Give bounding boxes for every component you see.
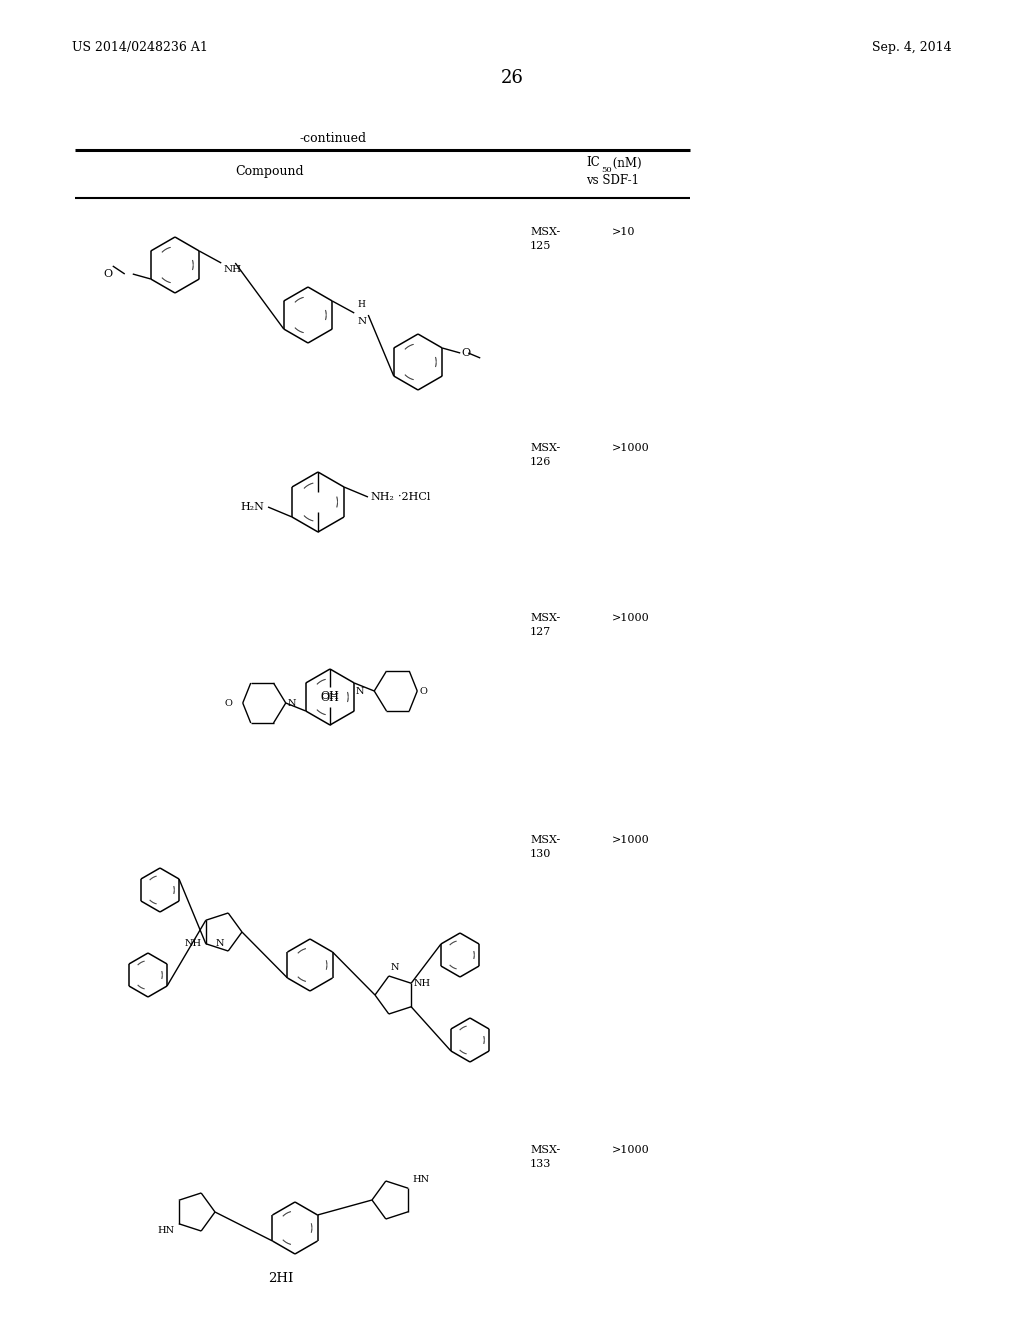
Text: O: O: [103, 269, 113, 279]
Text: US 2014/0248236 A1: US 2014/0248236 A1: [72, 41, 208, 54]
Text: >1000: >1000: [612, 612, 650, 623]
Text: N: N: [391, 964, 399, 972]
Text: 126: 126: [530, 457, 551, 467]
Text: H: H: [357, 300, 366, 309]
Text: NH₂: NH₂: [370, 492, 394, 502]
Text: NH: NH: [413, 978, 430, 987]
Text: (nM): (nM): [609, 157, 642, 169]
Text: >1000: >1000: [612, 1144, 650, 1155]
Text: >1000: >1000: [612, 836, 650, 845]
Text: Sep. 4, 2014: Sep. 4, 2014: [872, 41, 952, 54]
Text: H₂N: H₂N: [241, 502, 264, 512]
Text: HN: HN: [158, 1226, 175, 1234]
Text: >1000: >1000: [612, 444, 650, 453]
Text: 127: 127: [530, 627, 551, 638]
Text: NH: NH: [223, 265, 242, 275]
Text: O: O: [419, 686, 427, 696]
Text: >10: >10: [612, 227, 636, 238]
Text: -continued: -continued: [299, 132, 367, 144]
Text: 125: 125: [530, 242, 551, 251]
Text: NH: NH: [184, 940, 202, 948]
Text: MSX-: MSX-: [530, 612, 560, 623]
Text: N: N: [357, 317, 367, 326]
Text: 2HI: 2HI: [268, 1271, 293, 1284]
Text: HN: HN: [413, 1175, 429, 1184]
Text: MSX-: MSX-: [530, 836, 560, 845]
Text: 50: 50: [601, 166, 611, 174]
Text: MSX-: MSX-: [530, 227, 560, 238]
Text: N: N: [288, 698, 296, 708]
Text: O: O: [225, 698, 232, 708]
Text: N: N: [355, 686, 365, 696]
Text: 130: 130: [530, 849, 551, 859]
Text: ·2HCl: ·2HCl: [398, 492, 430, 502]
Text: OH: OH: [321, 690, 339, 701]
Text: OH: OH: [321, 693, 339, 704]
Text: MSX-: MSX-: [530, 444, 560, 453]
Text: Compound: Compound: [236, 165, 304, 178]
Text: 26: 26: [501, 69, 523, 87]
Text: IC: IC: [586, 157, 600, 169]
Text: N: N: [216, 939, 224, 948]
Text: MSX-: MSX-: [530, 1144, 560, 1155]
Text: 133: 133: [530, 1159, 551, 1170]
Text: O: O: [461, 348, 470, 358]
Text: vs SDF-1: vs SDF-1: [586, 173, 639, 186]
